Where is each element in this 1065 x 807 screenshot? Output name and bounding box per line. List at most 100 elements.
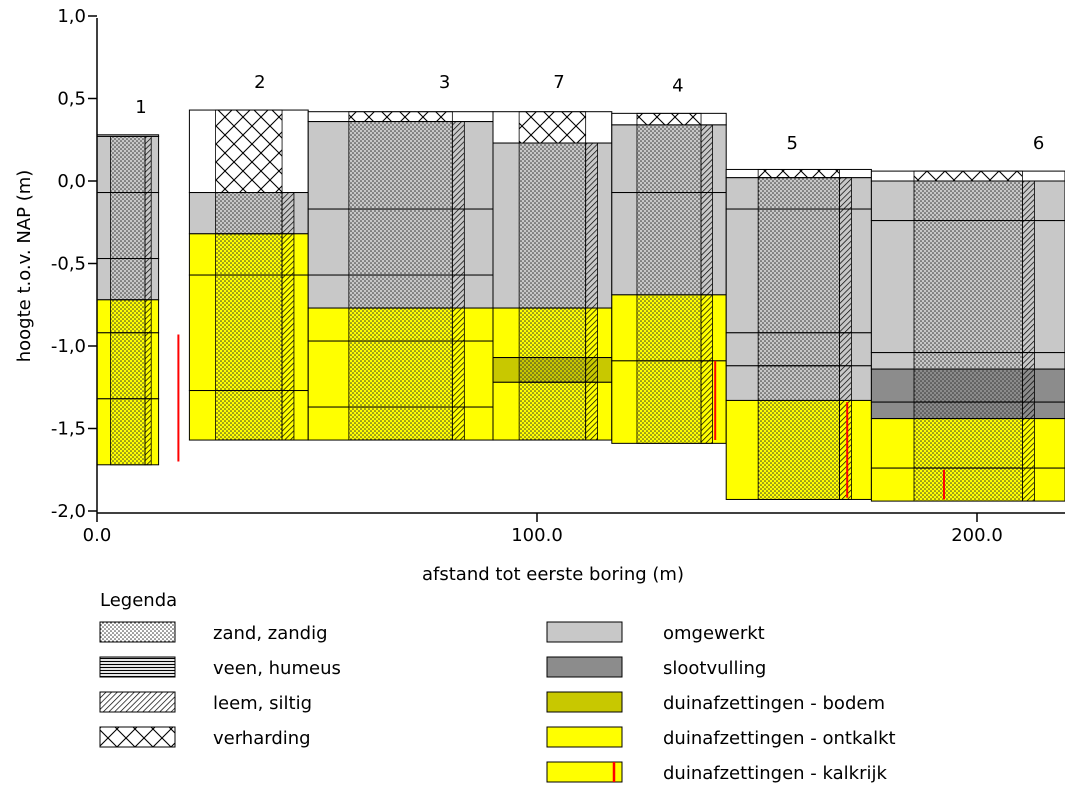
legend-label: leem, siltig [213, 693, 312, 714]
layer-pattern-leem [839, 208, 852, 334]
boring-3: 3 [307, 72, 494, 441]
legend-swatch-leem [99, 691, 176, 713]
layer-pattern-leem [281, 192, 295, 235]
layer-pattern-zand [215, 390, 283, 441]
legend-swatch-verharding [99, 726, 176, 748]
legend-swatch-veen [99, 656, 176, 678]
boring-label: 5 [786, 133, 797, 154]
y-tick-label: -1,5 [51, 419, 86, 440]
legend-label: verharding [213, 728, 311, 749]
layer-pattern-zand [348, 208, 453, 276]
layer-pattern-zand [215, 192, 283, 235]
layer-pattern-leem [1022, 368, 1035, 403]
boring-4: 4 [611, 75, 727, 444]
layer-pattern-leem [144, 332, 152, 400]
layer-pattern-leem [839, 400, 852, 500]
layer-pattern-leem [839, 365, 852, 401]
layer-pattern-zand [215, 274, 283, 391]
layer-pattern-leem [1022, 401, 1035, 420]
y-tick-label: 1,0 [57, 6, 86, 27]
boring-label: 1 [135, 97, 146, 118]
legend-label: duinafzettingen - ontkalkt [663, 728, 896, 749]
layer-pattern-zand [110, 299, 146, 334]
layer-pattern-zand [636, 192, 702, 296]
boring-label: 4 [672, 75, 683, 96]
legend-label: zand, zandig [213, 623, 328, 644]
y-tick-label: -1,0 [51, 336, 86, 357]
boring-5: 5 [725, 133, 872, 500]
layer-pattern-zand [757, 332, 840, 367]
layer-pattern-zand [757, 177, 840, 210]
layer-pattern-leem [451, 121, 465, 210]
y-tick-label: 0,5 [57, 89, 86, 110]
layer-pattern-zand [518, 381, 587, 441]
layer-pattern-leem [700, 192, 713, 296]
layer-pattern-leem [1022, 220, 1035, 354]
axes: 1,0 0,5 0,0 -0,5 -1,0 -1,5 -2,0 0.0 100.0 200.0 [51, 6, 1065, 546]
layer-pattern-leem [451, 208, 465, 276]
layer-pattern-zand [913, 467, 1023, 502]
layer-pattern-zand [348, 340, 453, 408]
layer-pattern-leem [144, 192, 152, 259]
layer-pattern-zand [913, 352, 1023, 370]
layer-pattern-leem [700, 294, 713, 362]
layer-pattern-leem [839, 332, 852, 367]
layer-pattern-leem [451, 307, 465, 342]
layer-pattern-leem [144, 258, 152, 301]
legend-label: omgewerkt [663, 623, 765, 644]
x-tick-label: 200.0 [951, 525, 1003, 546]
layer-pattern-zand [110, 136, 146, 193]
layer-pattern-zand [348, 307, 453, 342]
legend-swatch-zand [99, 621, 176, 643]
layer-pattern-zand [757, 400, 840, 500]
legend: Legenda zand, zandig veen, humeus leem, si… [99, 590, 896, 784]
boring-label: 3 [439, 72, 450, 93]
layer-pattern-leem [451, 274, 465, 309]
layer-pattern-zand [913, 368, 1023, 403]
layer-pattern-zand [518, 307, 587, 358]
layer-pattern-verharding [757, 169, 840, 179]
layer-pattern-leem [451, 340, 465, 408]
layer-pattern-zand [757, 208, 840, 334]
layer-pattern-leem [585, 357, 598, 383]
layer-pattern-zand [348, 274, 453, 309]
layer-pattern-zand [757, 365, 840, 401]
layer-pattern-leem [585, 381, 598, 441]
layer-pattern-leem [839, 177, 852, 210]
layer-pattern-leem [281, 274, 295, 391]
layer-pattern-leem [1022, 352, 1035, 370]
legend-label: slootvulling [663, 658, 766, 679]
legend-title: Legenda [100, 590, 177, 611]
layer-pattern-zand [110, 332, 146, 400]
layer-pattern-leem [144, 299, 152, 334]
layer-pattern-zand [215, 233, 283, 276]
boring-label: 2 [254, 72, 265, 93]
layer-pattern-zand [110, 398, 146, 466]
boring-label: 6 [1033, 133, 1044, 154]
layer-pattern-zand [636, 124, 702, 193]
layer-pattern-leem [585, 307, 598, 358]
layer-pattern-verharding [913, 170, 1023, 182]
layer-pattern-leem [700, 124, 713, 193]
legend-swatch-bodem [546, 691, 623, 713]
layer-pattern-zand [636, 360, 702, 444]
layer-pattern-verharding [348, 111, 453, 122]
layer-pattern-verharding [636, 112, 702, 126]
y-tick-label: -2,0 [51, 501, 86, 522]
legend-label: duinafzettingen - kalkrijk [663, 763, 887, 784]
boring-7: 7 [492, 72, 613, 441]
layer-pattern-zand [518, 142, 587, 309]
layer-pattern-leem [700, 360, 713, 444]
x-tick-label: 100.0 [511, 525, 563, 546]
boring-1: 1 [96, 97, 180, 466]
boring-6: 6 [870, 133, 1065, 502]
x-tick-label: 0.0 [83, 525, 112, 546]
layer-pattern-leem [144, 398, 152, 466]
legend-swatch-omgewerkt [546, 621, 623, 643]
legend-swatch-ontkalkt [546, 726, 623, 748]
legend-swatch-slootvulling [546, 656, 623, 678]
layer-pattern-zand [348, 406, 453, 441]
layer-pattern-zand [913, 180, 1023, 221]
layer-pattern-leem [585, 142, 598, 309]
